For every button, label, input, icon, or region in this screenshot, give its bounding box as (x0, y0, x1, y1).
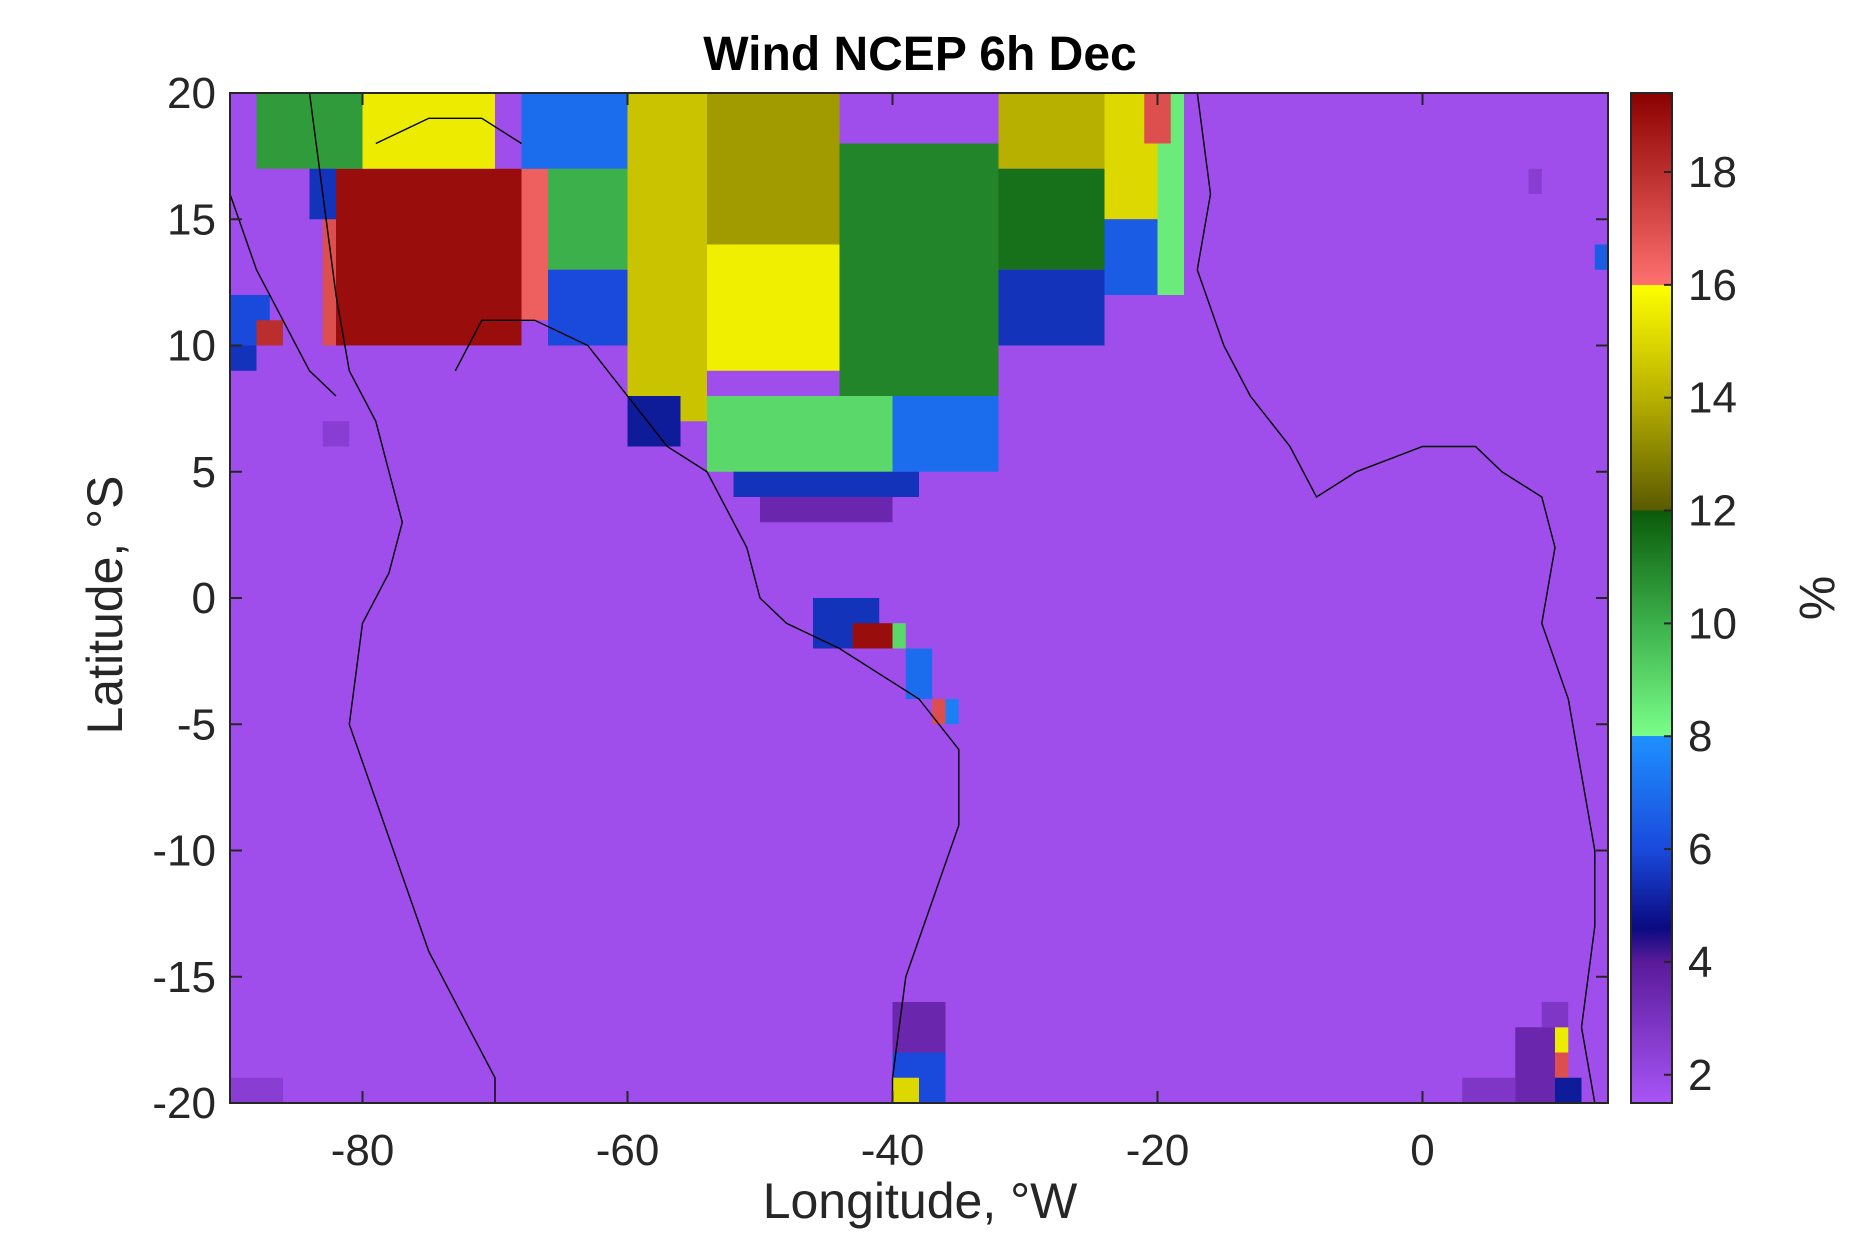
heatmap-cell (839, 143, 999, 396)
y-axis: 20 15 10 5 0 -5 -10 -15 -20 (152, 69, 1608, 1128)
y-tick-label: 10 (167, 322, 216, 371)
x-tick-label: -60 (596, 1126, 660, 1175)
heatmap-cell (322, 421, 350, 447)
colorbar-tick-label: 10 (1688, 599, 1737, 648)
heatmap-cell (707, 396, 893, 472)
colorbar (1630, 92, 1673, 1104)
colorbar-tick-label: 12 (1688, 487, 1737, 536)
colorbar-ticks: 18 16 14 12 10 8 6 4 2 (1664, 148, 1737, 1100)
heatmap-cell (521, 93, 628, 169)
y-axis-label: Latitude, °S (77, 475, 133, 734)
x-axis-label: Longitude, °W (763, 1173, 1078, 1229)
coastline-path (1196, 92, 1596, 1104)
heatmap-cell (627, 93, 707, 422)
heatmap-cell (1515, 1027, 1555, 1103)
heatmap-cell (1555, 1027, 1569, 1053)
heatmap-cell (521, 168, 548, 321)
heatmap-cell (362, 93, 495, 169)
heatmap-cell (548, 168, 628, 270)
colorbar-tick-label: 16 (1688, 261, 1737, 310)
y-tick-label: -20 (152, 1079, 216, 1128)
heatmap-cell (998, 93, 1105, 169)
heatmap-cell (998, 269, 1105, 346)
chart-title: Wind NCEP 6h Dec (703, 28, 1136, 81)
heatmap-cell (1528, 168, 1542, 194)
heatmap-cell (548, 269, 628, 346)
colorbar-tick-label: 4 (1688, 938, 1712, 987)
heatmap-cell (852, 623, 893, 649)
colorbar-label: % (1789, 576, 1845, 620)
colorbar-tick-label: 6 (1688, 825, 1712, 874)
heatmap-cell (1594, 244, 1608, 270)
heatmap-cell (945, 699, 959, 725)
heatmap-cell (707, 244, 840, 371)
heatmap-cell (230, 345, 257, 371)
heatmap-cell (892, 623, 906, 649)
heatmap-cell (892, 1002, 946, 1053)
x-axis: -80 -60 -40 -20 0 (331, 93, 1435, 1175)
coastline-path (308, 92, 496, 1103)
heatmap-cell (336, 168, 522, 346)
y-tick-label: 20 (167, 69, 216, 118)
heatmap-cell (1104, 219, 1158, 295)
y-tick-label: 0 (192, 574, 216, 623)
x-tick-label: -80 (331, 1126, 395, 1175)
heatmap-cell (905, 648, 933, 699)
heatmap-cell (760, 497, 893, 523)
coastline (229, 92, 1596, 1104)
heatmap-cell (998, 168, 1105, 270)
heatmap-cell (1541, 1002, 1569, 1028)
plot-area (230, 93, 1608, 1103)
colorbar-tick-label: 14 (1688, 374, 1737, 423)
heatmap-cell (733, 471, 919, 497)
coastline-path (454, 319, 960, 1103)
y-tick-label: 15 (167, 195, 216, 244)
x-tick-label: -40 (861, 1126, 925, 1175)
y-tick-label: -5 (177, 700, 216, 749)
heatmap-cell (707, 93, 840, 245)
heatmap-cell (932, 699, 946, 725)
y-tick-label: -10 (152, 827, 216, 876)
heatmap-cell (627, 396, 681, 447)
colorbar-tick-label: 2 (1688, 1051, 1712, 1100)
heatmap-cell (256, 320, 283, 346)
colorbar-tick-label: 8 (1688, 712, 1712, 761)
x-tick-label: 0 (1410, 1126, 1434, 1175)
heatmap-cell (1462, 1077, 1516, 1103)
heatmap-cell (230, 1077, 283, 1103)
x-tick-label: -20 (1126, 1126, 1190, 1175)
heatmap-cell (256, 93, 363, 169)
heatmap-cell (892, 396, 999, 472)
heatmap-cell (892, 1077, 919, 1103)
heatmap-cell (1555, 1052, 1569, 1078)
colorbar-tick-label: 18 (1688, 148, 1737, 197)
coastline-path (229, 193, 337, 397)
y-tick-label: -15 (152, 953, 216, 1002)
coastline-path (375, 117, 522, 145)
y-tick-label: 5 (192, 448, 216, 497)
